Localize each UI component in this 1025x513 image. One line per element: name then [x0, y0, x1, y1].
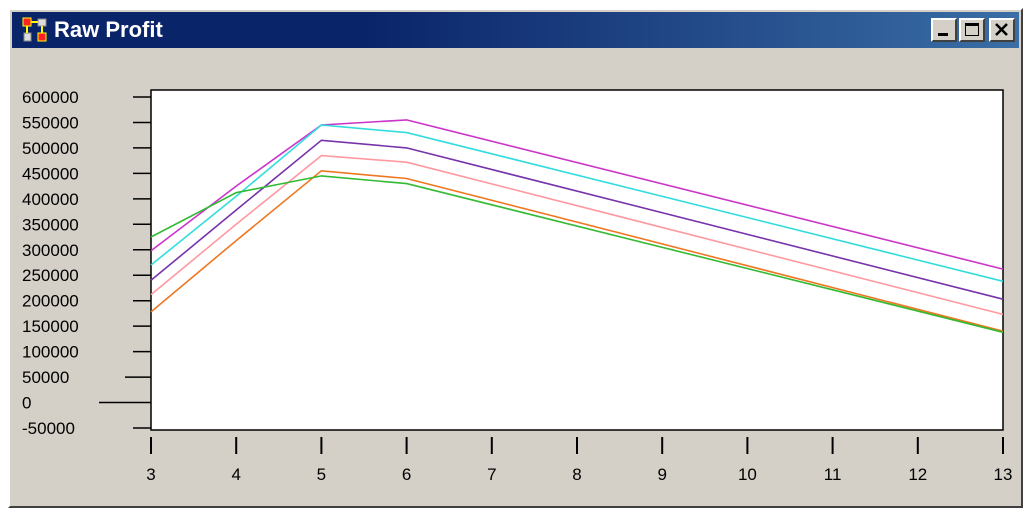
x-axis: 3 4 5 6 7 8 9 10 11 12 13	[146, 437, 1012, 484]
y-tick-label: 350000	[22, 215, 79, 234]
y-tick-label: 250000	[22, 266, 79, 285]
x-tick-label: 3	[146, 465, 155, 484]
y-tick-label: 50000	[22, 368, 69, 387]
minimize-icon	[938, 33, 948, 36]
y-tick-label: 300000	[22, 241, 79, 260]
minimize-button[interactable]	[931, 18, 957, 42]
y-tick-label: 500000	[22, 139, 79, 158]
series-line-2	[150, 124, 1004, 283]
y-tick-label: 400000	[22, 190, 79, 209]
series-group	[150, 119, 1004, 334]
window-title: Raw Profit	[54, 17, 163, 42]
maximize-icon	[965, 23, 979, 36]
x-tick-label: 7	[487, 465, 496, 484]
y-tick-label: 600000	[22, 88, 79, 107]
y-tick-label: -50000	[22, 419, 75, 438]
y-tick-label: 450000	[22, 164, 79, 183]
raw-profit-chart: 6000005500005000004500004000003500003000…	[22, 88, 1012, 484]
y-tick-label: 200000	[22, 292, 79, 311]
y-tick-label: 100000	[22, 343, 79, 362]
close-icon	[995, 23, 1008, 36]
x-tick-label: 13	[994, 465, 1013, 484]
chart-app-icon	[22, 17, 47, 42]
x-tick-label: 10	[738, 465, 757, 484]
raw-profit-window: Raw Profit 600000 550000 500000 450000 40000…	[8, 8, 1023, 508]
maximize-button[interactable]	[959, 18, 985, 42]
y-axis: 6000005500005000004500004000003500003000…	[22, 88, 151, 438]
plot-area	[150, 89, 1004, 431]
series-line-6	[150, 175, 1004, 334]
series-line-4	[150, 154, 1004, 316]
y-tick-label: 150000	[22, 317, 79, 336]
x-tick-label: 9	[657, 465, 666, 484]
x-tick-label: 5	[317, 465, 326, 484]
y-tick-label: 550000	[22, 113, 79, 132]
x-tick-label: 6	[402, 465, 411, 484]
series-line-3	[150, 139, 1004, 300]
y-tick-label: 0	[22, 394, 31, 413]
x-tick-label: 11	[824, 465, 842, 484]
x-tick-label: 8	[572, 465, 581, 484]
series-line-5	[150, 169, 1004, 332]
x-tick-label: 12	[908, 465, 927, 484]
title-bar[interactable]: Raw Profit	[12, 12, 1019, 48]
close-button[interactable]	[989, 18, 1015, 42]
x-tick-label: 4	[231, 465, 240, 484]
